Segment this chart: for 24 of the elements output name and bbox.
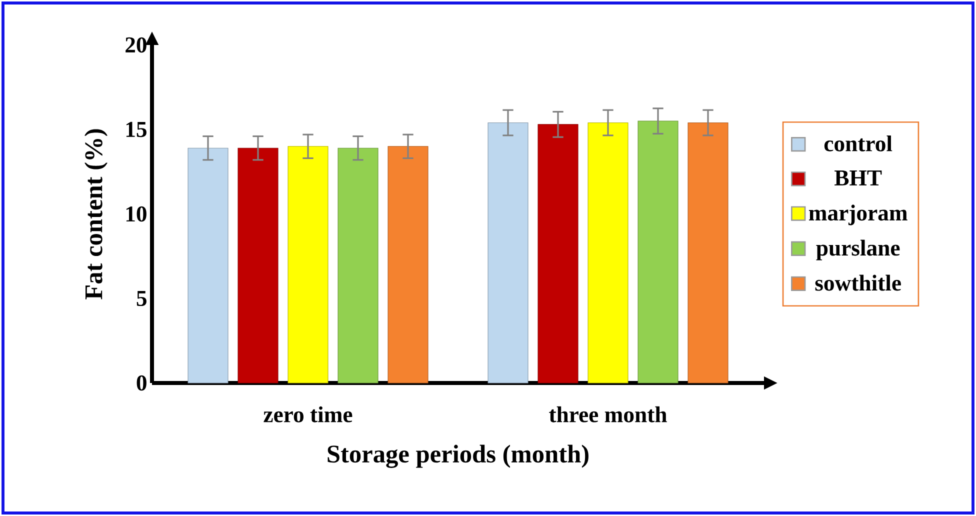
- bar: [488, 122, 528, 384]
- legend-label: marjoram: [808, 204, 908, 226]
- bar: [188, 148, 228, 384]
- y-tick-label: 5: [136, 290, 146, 306]
- bar: [688, 122, 728, 384]
- bar: [238, 148, 278, 384]
- y-tick-label: 20: [126, 37, 146, 53]
- x-tick-label: three month: [549, 406, 667, 422]
- x-tick-label: zero time: [264, 406, 352, 422]
- y-tick-label: 10: [126, 206, 146, 222]
- bar: [638, 120, 678, 384]
- legend-label: BHT: [834, 170, 882, 186]
- x-axis-title: Storage periods (month): [328, 444, 588, 468]
- legend-label: purslane: [816, 240, 900, 260]
- bar: [538, 124, 578, 384]
- bar: [388, 146, 428, 384]
- legend-label: sowthitle: [815, 274, 901, 291]
- y-tick-label: 0: [136, 375, 146, 391]
- bar: [338, 148, 378, 384]
- bar: [288, 146, 328, 384]
- bar: [588, 122, 628, 384]
- legend-label: control: [824, 135, 892, 152]
- y-tick-label: 15: [126, 122, 146, 138]
- y-axis-title: Fat content (%): [84, 129, 108, 300]
